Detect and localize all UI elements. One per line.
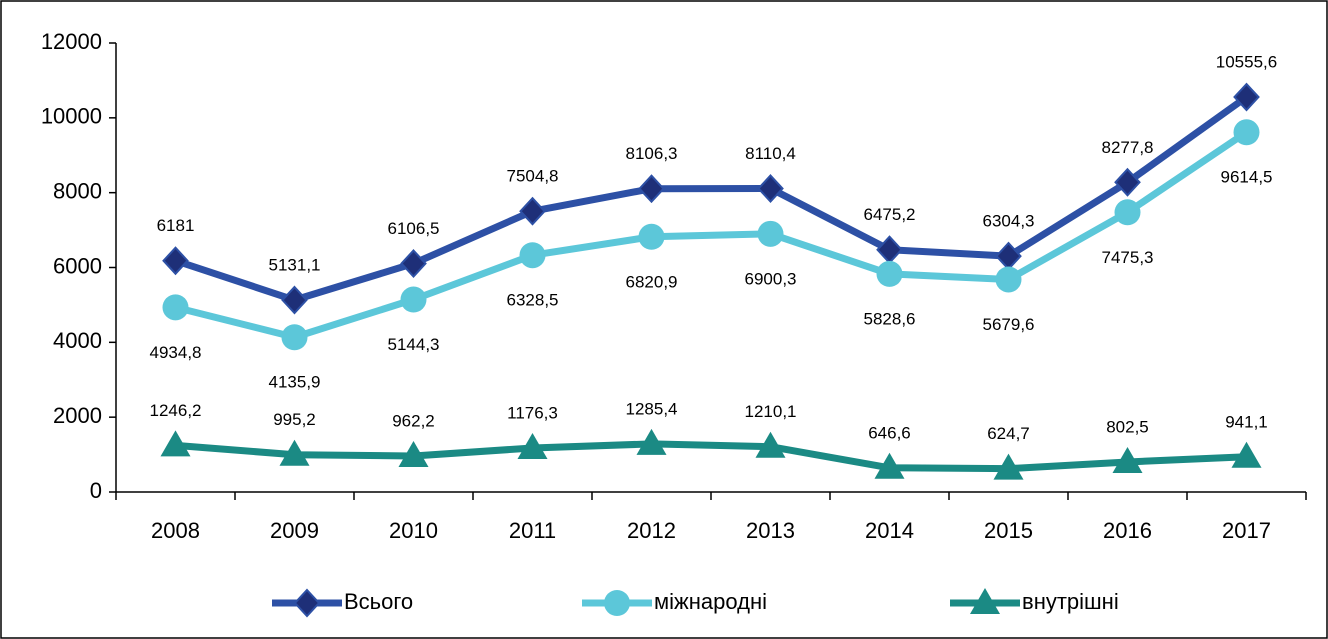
series-line	[175, 440, 1247, 473]
legend-label: внутрішні	[1022, 589, 1119, 614]
marker	[755, 431, 786, 458]
data-label: 5828,6	[864, 309, 916, 328]
x-tick-label: 2013	[746, 518, 795, 543]
x-tick-label: 2009	[270, 518, 319, 543]
data-label: 5679,6	[983, 315, 1035, 334]
data-label: 5131,1	[269, 255, 321, 274]
marker	[995, 266, 1022, 293]
marker	[757, 220, 784, 247]
marker	[162, 294, 189, 321]
data-label: 7504,8	[507, 167, 559, 186]
marker	[1112, 446, 1143, 473]
marker	[519, 196, 546, 226]
marker	[970, 588, 1000, 614]
marker	[874, 452, 905, 479]
y-tick-label: 0	[90, 478, 102, 503]
data-label: 7475,3	[1102, 248, 1154, 267]
marker	[293, 588, 321, 618]
y-tick-label: 10000	[41, 104, 102, 129]
marker	[993, 453, 1024, 480]
data-label: 4934,8	[150, 343, 202, 362]
series-line	[174, 129, 1249, 341]
data-label: 6181	[157, 216, 195, 235]
marker	[1231, 441, 1262, 468]
marker	[400, 249, 427, 278]
data-label: 9614,5	[1221, 168, 1273, 187]
data-label: 941,1	[1225, 412, 1268, 431]
data-label: 8110,4	[745, 144, 796, 163]
data-label: 6328,5	[507, 291, 559, 310]
marker	[519, 242, 546, 269]
marker	[1233, 82, 1260, 112]
y-tick-label: 4000	[53, 328, 102, 353]
x-tick-label: 2010	[389, 518, 438, 543]
data-label: 646,6	[868, 423, 911, 442]
marker	[638, 174, 665, 204]
marker	[281, 324, 308, 351]
marker	[757, 174, 784, 204]
data-label: 624,7	[987, 424, 1030, 443]
x-tick-label: 2017	[1222, 518, 1271, 543]
marker	[162, 246, 189, 276]
series-line	[174, 94, 1249, 304]
x-tick-label: 2012	[627, 518, 676, 543]
y-tick-label: 12000	[41, 29, 102, 54]
data-label: 1246,2	[150, 401, 202, 420]
x-tick-label: 2016	[1103, 518, 1152, 543]
marker	[636, 428, 667, 455]
data-label: 802,5	[1106, 417, 1149, 436]
legend-label: міжнародні	[654, 589, 767, 614]
x-tick-label: 2015	[984, 518, 1033, 543]
data-label: 5144,3	[388, 335, 440, 354]
marker	[1114, 167, 1141, 197]
marker	[638, 223, 665, 250]
data-label: 6304,3	[983, 212, 1035, 231]
marker	[517, 432, 548, 459]
marker	[1233, 119, 1260, 146]
marker	[279, 439, 310, 466]
marker	[281, 285, 308, 315]
marker	[1114, 199, 1141, 226]
x-tick-label: 2011	[509, 518, 556, 543]
marker	[160, 430, 191, 457]
y-tick-label: 6000	[53, 253, 102, 278]
data-label: 6475,2	[864, 205, 916, 224]
data-label: 6106,5	[388, 219, 440, 238]
marker	[876, 260, 903, 287]
data-label: 962,2	[392, 411, 435, 430]
x-tick-label: 2014	[865, 518, 914, 543]
data-label: 1210,1	[745, 402, 797, 421]
y-tick-label: 2000	[53, 403, 102, 428]
data-label: 4135,9	[269, 373, 321, 392]
data-label: 8277,8	[1102, 138, 1154, 157]
y-tick-label: 8000	[53, 178, 102, 203]
data-label: 6820,9	[626, 272, 678, 291]
marker	[604, 590, 630, 616]
data-label: 1285,4	[626, 399, 678, 418]
marker	[398, 440, 429, 467]
legend-label: Всього	[344, 589, 413, 614]
data-label: 10555,6	[1216, 53, 1277, 72]
marker	[400, 286, 427, 313]
data-label: 995,2	[273, 410, 316, 429]
data-label: 1176,3	[507, 403, 558, 422]
x-tick-label: 2008	[151, 518, 200, 543]
data-label: 6900,3	[745, 269, 797, 288]
data-label: 8106,3	[626, 144, 678, 163]
